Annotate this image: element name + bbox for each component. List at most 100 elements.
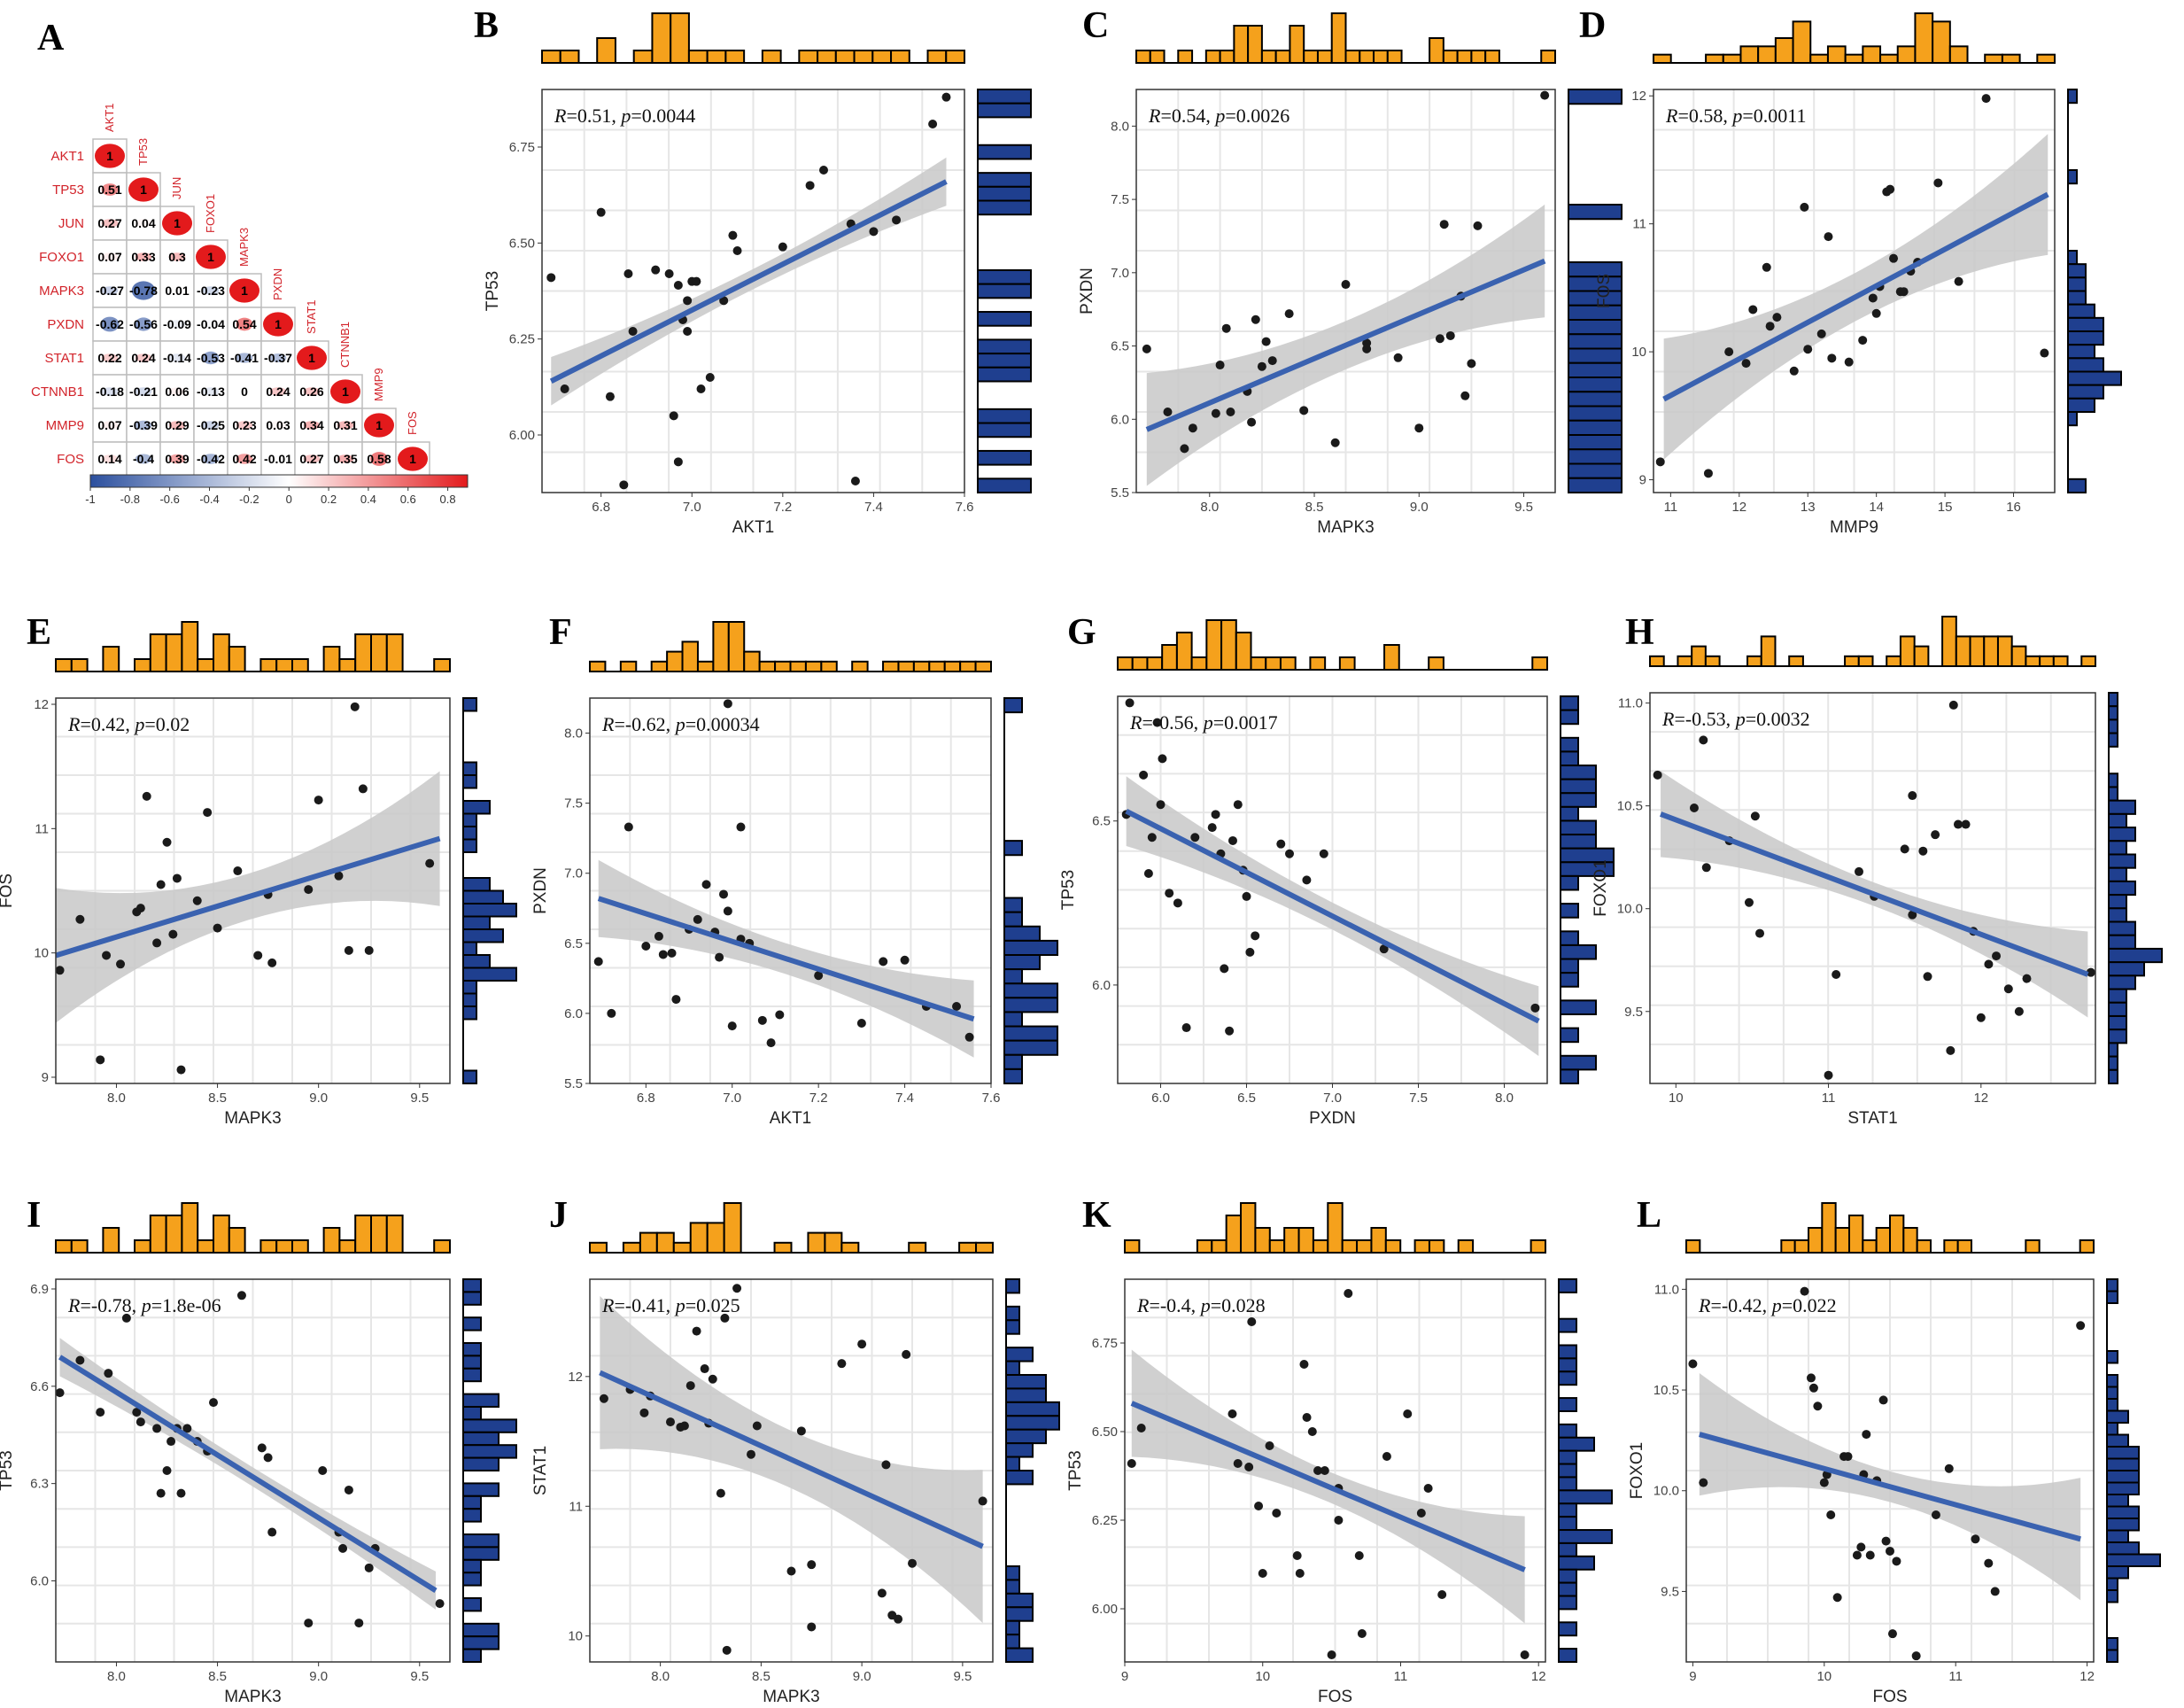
side-histogram-bar <box>2106 1505 2140 1519</box>
side-histogram-bar <box>1560 695 1579 711</box>
data-point <box>55 1388 65 1398</box>
data-point <box>1285 849 1294 858</box>
data-point <box>132 1408 142 1417</box>
top-histogram-bar <box>1984 53 2003 65</box>
data-point <box>1892 1557 1901 1566</box>
top-histogram-bar <box>672 1241 692 1254</box>
data-point <box>1302 875 1312 885</box>
correlation-ellipse <box>135 387 152 396</box>
regression-line <box>1145 258 1546 432</box>
row-label-stat1: STAT1 <box>45 351 84 366</box>
data-point <box>1188 423 1197 433</box>
side-histogram-bar <box>2067 344 2095 360</box>
panel-letter-B: B <box>474 5 499 46</box>
data-point <box>1211 810 1220 819</box>
y-tick-label: 10.5 <box>1617 799 1643 814</box>
top-histogram-bar <box>1205 619 1223 671</box>
correlation-value: 0.54 <box>232 317 256 331</box>
panel-letter-D: D <box>1579 5 1606 46</box>
side-histogram-bar <box>977 89 1032 105</box>
colorbar-tick-label: -0.8 <box>120 493 140 506</box>
top-histogram-bar <box>433 658 452 672</box>
top-histogram-bar <box>840 1241 860 1254</box>
data-point <box>1139 770 1149 780</box>
stat-r-symbol: R <box>554 105 567 127</box>
side-histogram-bar <box>1560 874 1579 891</box>
top-histogram-bar <box>804 660 823 672</box>
top-histogram-bar <box>696 660 715 672</box>
top-histogram-bar <box>1875 1227 1892 1254</box>
data-point <box>1163 408 1173 416</box>
x-axis-label: AKT1 <box>732 518 775 537</box>
side-histogram-bar <box>977 366 1032 383</box>
side-histogram-bar <box>2108 880 2136 897</box>
data-point <box>1292 1551 1302 1560</box>
stat-r-symbol: R <box>1136 1294 1150 1316</box>
top-histogram-bar <box>1233 25 1250 64</box>
side-histogram-bar <box>1005 1374 1047 1390</box>
top-histogram-bar <box>1283 1227 1300 1254</box>
top-histogram-bar <box>2036 53 2056 65</box>
top-histogram-bar <box>1916 1239 1932 1254</box>
side-histogram-bar <box>2108 866 2127 882</box>
data-point <box>1946 1045 1956 1055</box>
data-point <box>435 1599 445 1609</box>
side-histogram-bar <box>462 761 477 776</box>
colorbar-tick-label: -0.6 <box>159 493 179 506</box>
top-histogram-bar <box>1196 1239 1213 1254</box>
side-histogram-bar <box>462 877 491 892</box>
y-axis-label: FOS <box>0 873 16 908</box>
x-axis-label: FOS <box>1318 1688 1352 1706</box>
row-label-jun: JUN <box>58 216 84 231</box>
data-point <box>666 1417 675 1427</box>
data-point <box>1258 1569 1267 1578</box>
side-histogram-bar <box>462 1597 482 1612</box>
correlation-ellipse <box>269 454 287 463</box>
y-axis-label: PXDN <box>531 867 550 914</box>
x-tick-label: 12 <box>1531 1669 1546 1684</box>
y-tick-label: 6.25 <box>509 332 535 347</box>
side-histogram-bar <box>2067 411 2078 427</box>
colorbar-tick-label: 0.6 <box>400 493 416 506</box>
top-histogram-bar <box>228 1227 246 1254</box>
data-point <box>1688 1359 1698 1369</box>
data-point <box>1158 754 1167 764</box>
data-point <box>1832 1593 1842 1603</box>
top-histogram-bar <box>622 1241 641 1254</box>
x-tick-label: 10 <box>1669 1091 1684 1106</box>
data-point <box>1772 313 1782 322</box>
side-histogram-bar <box>2106 1350 2118 1364</box>
x-tick-label: 11 <box>1394 1669 1408 1684</box>
side-histogram-bar <box>1568 477 1623 493</box>
y-tick-label: 7.5 <box>564 796 583 811</box>
correlation-ellipse <box>269 387 287 396</box>
correlation-value: -0.53 <box>197 351 225 365</box>
side-histogram-bar <box>462 1393 500 1408</box>
top-histogram-bar <box>1862 1239 1878 1254</box>
side-histogram-bar <box>1560 903 1579 919</box>
correlation-value: -0.09 <box>163 317 191 331</box>
correlation-ellipse <box>236 454 253 464</box>
correlation-value: 0.39 <box>165 452 189 466</box>
top-histogram-bar <box>689 1222 709 1254</box>
data-point <box>1755 928 1765 938</box>
plot-frame <box>55 1278 451 1663</box>
data-point <box>1393 353 1403 362</box>
x-tick-label: 7.2 <box>773 500 792 515</box>
data-point <box>805 181 815 190</box>
side-histogram-bar <box>2106 1290 2118 1304</box>
side-histogram-bar <box>1560 778 1597 795</box>
data-point <box>1878 1395 1888 1405</box>
top-histogram-bar <box>1135 50 1151 64</box>
side-histogram-bar <box>977 102 1032 119</box>
data-point <box>1865 1550 1875 1560</box>
correlation-value: 1 <box>106 149 113 163</box>
correlation-ellipse <box>135 252 152 261</box>
row-label-tp53: TP53 <box>52 182 84 198</box>
correlation-ellipse <box>236 353 253 363</box>
top-histogram-bar <box>774 660 792 672</box>
side-histogram-bar <box>1558 1317 1577 1333</box>
data-point <box>1900 844 1909 854</box>
plot-frame <box>541 89 965 493</box>
side-histogram-bar <box>1003 1068 1023 1085</box>
